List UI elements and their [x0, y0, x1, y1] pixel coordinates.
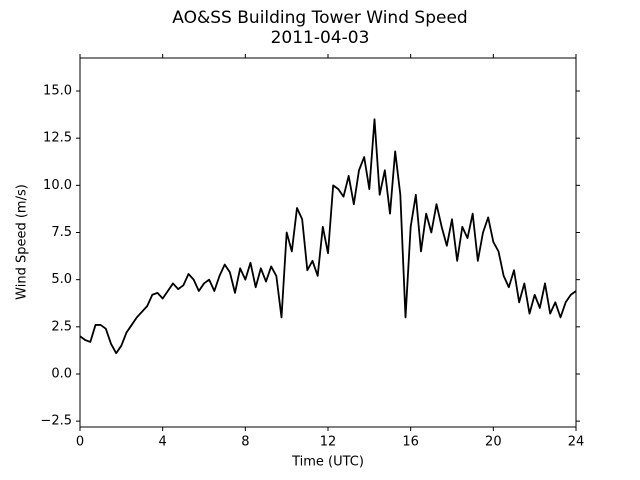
x-tick-label: 0 — [76, 435, 84, 450]
y-tick-label: 15.0 — [43, 84, 72, 99]
chart-subtitle: 2011-04-03 — [271, 28, 370, 48]
y-tick-label: 10.0 — [43, 178, 72, 193]
x-tick-label: 20 — [485, 435, 502, 450]
x-axis-label: Time (UTC) — [291, 455, 364, 470]
y-tick-label: −2.5 — [40, 414, 72, 429]
x-tick-label: 16 — [402, 435, 419, 450]
x-tick-label: 24 — [568, 435, 585, 450]
y-tick-label: 0.0 — [51, 366, 72, 381]
data-line — [79, 118, 577, 355]
y-tick-label: 2.5 — [51, 319, 72, 334]
y-axis-label: Wind Speed (m/s) — [15, 184, 30, 300]
y-tick-label: 7.5 — [51, 225, 72, 240]
y-tick-label: 12.5 — [43, 131, 72, 146]
x-tick-label: 12 — [320, 435, 337, 450]
y-tick-label: 5.0 — [51, 272, 72, 287]
chart-title: AO&SS Building Tower Wind Speed — [172, 8, 467, 28]
x-tick-label: 4 — [159, 435, 167, 450]
x-tick-label: 8 — [241, 435, 249, 450]
